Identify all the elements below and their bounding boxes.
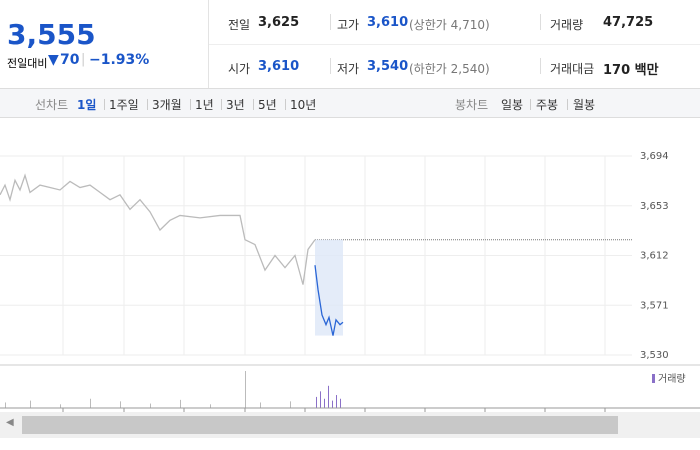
volume-bar xyxy=(150,403,151,408)
separator xyxy=(190,99,191,110)
price-panel xyxy=(0,0,209,88)
row-divider xyxy=(209,44,700,45)
volume-bar xyxy=(332,400,333,408)
candle-tab[interactable]: 주봉 xyxy=(536,98,559,112)
y-tick-label: 3,694 xyxy=(640,151,669,162)
scroll-left[interactable]: ◀ xyxy=(6,417,14,428)
volume-bar xyxy=(290,401,291,408)
separator xyxy=(540,58,541,74)
stat-note: (하한가 2,540) xyxy=(409,62,490,76)
volume-bar xyxy=(210,404,211,408)
stat-value: 3,610 xyxy=(258,59,300,74)
y-tick-label: 3,530 xyxy=(640,350,669,361)
volume-bar xyxy=(60,404,61,408)
period-tab[interactable]: 3년 xyxy=(226,98,245,112)
separator xyxy=(530,99,531,110)
separator xyxy=(147,99,148,110)
period-tab[interactable]: 1주일 xyxy=(109,98,139,112)
y-tick-label: 3,612 xyxy=(640,251,669,262)
price-line xyxy=(0,173,316,285)
down-arrow: ▼ xyxy=(48,52,59,68)
y-tick-label: 3,653 xyxy=(640,201,669,212)
separator xyxy=(330,14,331,30)
scroll-thumb[interactable] xyxy=(22,416,618,434)
line-chart-label: 선차트 xyxy=(35,98,69,112)
price-line xyxy=(314,265,344,336)
separator xyxy=(330,58,331,74)
volume-bar xyxy=(316,396,317,408)
candle-tab[interactable]: 월봉 xyxy=(573,98,596,112)
today-range xyxy=(315,239,343,336)
stat-label: 전일 xyxy=(228,18,251,32)
stat-note: (상한가 4,710) xyxy=(409,18,490,32)
period-tab[interactable]: 3개월 xyxy=(152,98,182,112)
volume-bar xyxy=(30,400,31,408)
volume-bar xyxy=(340,398,341,408)
separator xyxy=(567,99,568,110)
change: 70 xyxy=(60,52,80,68)
separator xyxy=(253,99,254,110)
separator xyxy=(221,99,222,110)
separator xyxy=(540,14,541,30)
period-tab[interactable]: 5년 xyxy=(258,98,277,112)
stat-label: 저가 xyxy=(337,62,360,76)
volume-bar xyxy=(260,402,261,408)
legend-label: 거래량 xyxy=(658,373,686,385)
stat-value: 170 백만 xyxy=(603,63,659,78)
volume-bar xyxy=(180,399,181,408)
volume-bar xyxy=(324,398,325,408)
stat-value: 3,540 xyxy=(367,59,409,74)
chart: 3,530 3,571 3,612 3,653 3,694 거래량 xyxy=(0,151,700,412)
price: 3,555 xyxy=(7,18,96,51)
stat-value: 3,610 xyxy=(367,15,409,30)
stat-value: 47,725 xyxy=(603,15,654,30)
candle-chart-label: 봉차트 xyxy=(455,98,489,112)
change-label: 전일대비 xyxy=(7,57,48,70)
stat-label: 거래대금 xyxy=(550,62,595,76)
volume-bar xyxy=(120,401,121,408)
stat-label: 시가 xyxy=(228,62,251,76)
volume-bar xyxy=(328,385,329,408)
separator: | xyxy=(81,52,86,67)
stat-value: 3,625 xyxy=(258,15,300,30)
volume-bar xyxy=(5,402,6,408)
period-tab[interactable]: 1년 xyxy=(195,98,214,112)
period-tab[interactable]: 10년 xyxy=(290,98,317,112)
separator xyxy=(285,99,286,110)
volume-bar xyxy=(90,398,91,408)
y-tick-label: 3,571 xyxy=(640,300,669,311)
stat-label: 고가 xyxy=(337,18,360,32)
toolbar xyxy=(0,88,700,118)
separator xyxy=(104,99,105,110)
change-pct: −1.93% xyxy=(89,52,150,68)
period-tab[interactable]: 1일 xyxy=(77,98,97,112)
volume-bar xyxy=(320,391,321,408)
volume-bar xyxy=(245,371,246,408)
volume-bar xyxy=(336,395,337,408)
legend-swatch xyxy=(652,374,655,383)
candle-tab[interactable]: 일봉 xyxy=(501,98,524,112)
stat-label: 거래량 xyxy=(550,18,584,32)
